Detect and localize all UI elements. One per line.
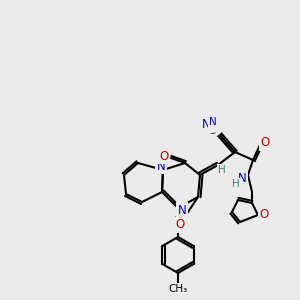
Text: H: H <box>232 179 240 189</box>
Text: O: O <box>176 218 184 232</box>
Text: C: C <box>208 124 216 137</box>
Text: N: N <box>202 118 210 131</box>
Text: N: N <box>178 203 186 217</box>
Text: O: O <box>260 136 270 149</box>
Text: O: O <box>173 214 183 227</box>
Text: N: N <box>238 172 246 185</box>
Text: H: H <box>218 165 226 175</box>
Text: CH₃: CH₃ <box>168 284 188 294</box>
Text: N: N <box>209 117 217 127</box>
Text: O: O <box>260 208 268 221</box>
Text: O: O <box>159 149 169 163</box>
Text: N: N <box>157 160 165 172</box>
